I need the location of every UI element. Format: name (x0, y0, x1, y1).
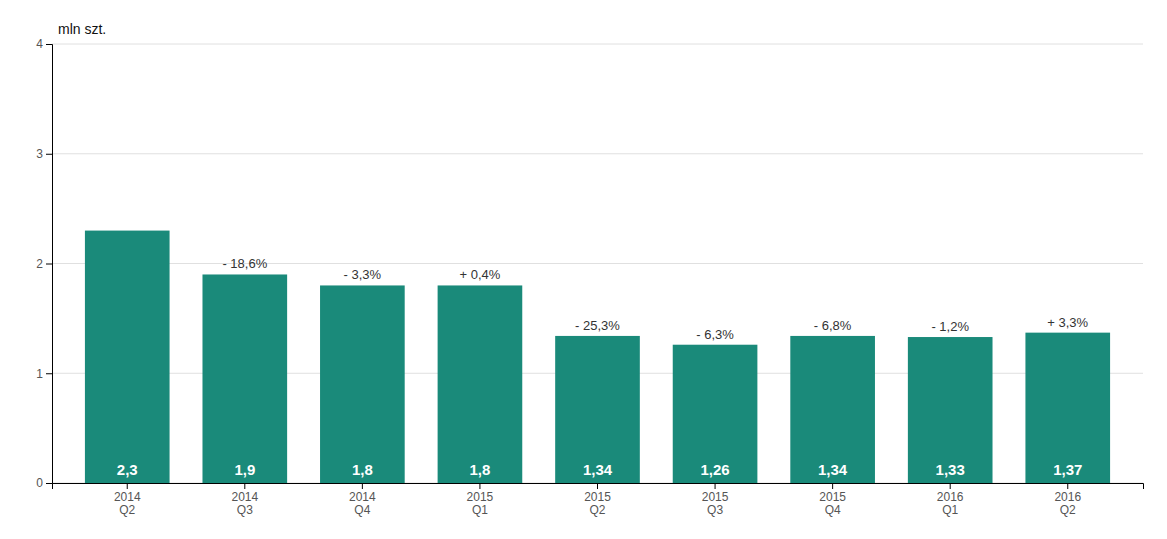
tick-label: 2014Q2 (114, 490, 141, 518)
tick-label-line: 2014 (349, 490, 376, 504)
tick: 0 (36, 476, 52, 490)
tick-label: 0 (36, 476, 43, 490)
tick-label-line: Q1 (472, 503, 488, 517)
tick-label-line: Q3 (707, 503, 723, 517)
tick-label-line: Q2 (119, 503, 135, 517)
tick-mark (46, 373, 52, 374)
tick: 2015Q1 (467, 483, 494, 517)
tick: 2015Q2 (584, 483, 611, 517)
x-axis: 2014Q22014Q32014Q42015Q12015Q22015Q32015… (53, 483, 1144, 517)
tick-mark (832, 483, 833, 489)
bar (790, 336, 875, 483)
bar (1025, 333, 1110, 483)
tick: 2016Q2 (1054, 483, 1081, 517)
tick-label-line: Q4 (825, 503, 841, 517)
tick: 2015Q4 (819, 483, 846, 517)
axis-line (53, 484, 1144, 490)
tick-mark (950, 483, 951, 489)
tick-mark (362, 483, 363, 489)
tick-label-line: 2014 (231, 490, 258, 504)
data-label: 2,3 (117, 461, 138, 478)
bar (202, 274, 287, 483)
data-label: 1,8 (470, 461, 491, 478)
tick-label-line: Q2 (1060, 503, 1076, 517)
tick-mark (479, 483, 480, 489)
annotation: + 0,4% (460, 267, 501, 282)
tick: 2015Q3 (702, 483, 729, 517)
grid-line (52, 153, 1143, 154)
annotation: - 6,8% (814, 318, 852, 333)
tick: 2 (36, 257, 52, 271)
data-label: 1,9 (234, 461, 255, 478)
data-label: 1,34 (818, 461, 848, 478)
tick: 2014Q4 (349, 483, 376, 517)
tick-label: 1 (36, 367, 43, 381)
tick-label: 2016Q1 (937, 490, 964, 518)
tick-mark (46, 154, 52, 155)
tick-label: 4 (36, 37, 43, 51)
bar (673, 345, 758, 483)
annotation: - 6,3% (696, 327, 734, 342)
annotation: + 3,3% (1047, 315, 1088, 330)
y-axis: 0 1 2 3 4 (36, 37, 52, 490)
tick-label-line: Q2 (589, 503, 605, 517)
tick: 2014Q3 (231, 483, 258, 517)
data-label: 1,26 (700, 461, 729, 478)
tick-mark (1067, 483, 1068, 489)
bar (908, 337, 993, 483)
tick-label-line: 2015 (584, 490, 611, 504)
tick: 1 (36, 367, 52, 381)
labels: 2,3 1,9 1,8 1,8 1,34 1,26 1,34 1,33 1,37 - 18,6% -… (117, 256, 1089, 478)
tick-label-line: Q4 (354, 503, 370, 517)
grid (52, 44, 1143, 483)
tick-label: 2015Q4 (819, 490, 846, 518)
tick-mark (46, 264, 52, 265)
axis-line (46, 45, 53, 484)
tick: 3 (36, 147, 52, 161)
tick-mark (597, 483, 598, 489)
tick-label-line: 2015 (819, 490, 846, 504)
tick: 4 (36, 37, 52, 51)
tick-label: 2 (36, 257, 43, 271)
annotation: - 1,2% (931, 319, 969, 334)
tick-label: 2015Q1 (467, 490, 494, 518)
tick-label-line: 2015 (702, 490, 729, 504)
bar (555, 336, 640, 483)
data-label: 1,33 (936, 461, 965, 478)
grid-line (52, 263, 1143, 264)
tick-label: 2014Q3 (231, 490, 258, 518)
annotation: - 25,3% (575, 318, 620, 333)
tick-label: 2014Q4 (349, 490, 376, 518)
data-label: 1,37 (1053, 461, 1082, 478)
grid-line (52, 44, 1143, 45)
tick-mark (715, 483, 716, 489)
tick-mark (46, 44, 52, 45)
axis-title: mln szt. (58, 21, 106, 37)
tick-mark (244, 483, 245, 489)
bar (320, 285, 405, 483)
tick-label: 3 (36, 147, 43, 161)
tick-label-line: 2016 (937, 490, 964, 504)
tick-label: 2015Q2 (584, 490, 611, 518)
annotation: - 18,6% (222, 256, 267, 271)
bars (85, 231, 1110, 483)
tick-label-line: 2014 (114, 490, 141, 504)
tick-label-line: Q1 (942, 503, 958, 517)
data-label: 1,34 (583, 461, 613, 478)
tick-label: 2015Q3 (702, 490, 729, 518)
annotation: - 3,3% (344, 267, 382, 282)
bar (85, 231, 170, 483)
bar (438, 285, 523, 483)
tick-mark (46, 483, 52, 484)
tick: 2014Q2 (114, 483, 141, 517)
tick-label-line: 2016 (1054, 490, 1081, 504)
tick-label-line: Q3 (237, 503, 253, 517)
tick-label: 2016Q2 (1054, 490, 1081, 518)
tick: 2016Q1 (937, 483, 964, 517)
tick-mark (127, 483, 128, 489)
tick-label-line: 2015 (467, 490, 494, 504)
chart: 2014Q22014Q32014Q42015Q12015Q22015Q32015… (0, 0, 1167, 539)
plot: 2014Q22014Q32014Q42015Q12015Q22015Q32015… (36, 37, 1143, 517)
data-label: 1,8 (352, 461, 373, 478)
